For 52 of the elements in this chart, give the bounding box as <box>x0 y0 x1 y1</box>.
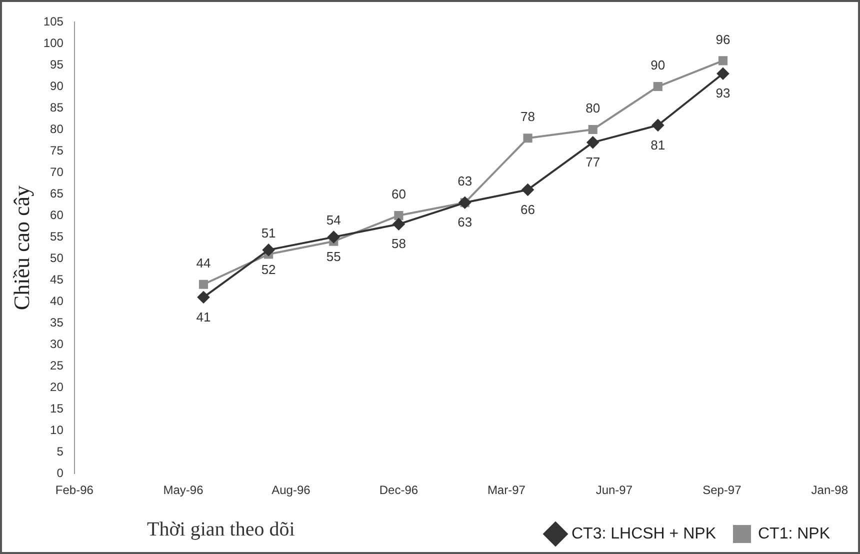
data-label: 77 <box>586 154 600 170</box>
y-tick-label: 0 <box>56 466 64 480</box>
data-label: 54 <box>326 212 341 228</box>
y-axis-title: Chiều cao cây <box>8 185 34 310</box>
y-tick-label: 55 <box>50 229 64 244</box>
data-label: 66 <box>520 202 536 217</box>
data-label: 80 <box>586 100 600 116</box>
x-tick-label: Dec-96 <box>379 483 418 498</box>
y-tick-label: 25 <box>50 358 64 372</box>
data-label: 41 <box>196 309 211 324</box>
data-label: 51 <box>261 225 276 240</box>
x-tick-label: May-96 <box>163 483 204 498</box>
x-axis-title: Thời gian theo dõi <box>147 518 296 540</box>
y-tick-label: 70 <box>50 164 64 179</box>
y-tick-label: 50 <box>50 250 64 265</box>
y-tick-label: 85 <box>50 100 64 114</box>
y-tick-label: 60 <box>50 208 64 222</box>
data-label: 58 <box>391 236 406 252</box>
y-tick-label: 30 <box>50 336 64 351</box>
data-label: 96 <box>716 32 730 47</box>
data-label: 63 <box>458 174 472 189</box>
data-label: 90 <box>650 58 666 73</box>
x-tick-label: Jun-97 <box>596 483 633 498</box>
y-tick-label: 75 <box>50 143 64 158</box>
y-tick-label: 15 <box>50 401 64 416</box>
y-tick-label: 40 <box>50 294 64 308</box>
data-label: 93 <box>716 86 730 101</box>
x-tick-label: Jan-98 <box>811 483 848 498</box>
legend-label: CT1: NPK <box>758 525 830 542</box>
data-label: 55 <box>326 249 341 264</box>
data-label: 81 <box>650 137 666 152</box>
y-tick-label: 35 <box>50 315 64 330</box>
legend-label: CT3: LHCSH + NPK <box>572 525 716 542</box>
y-tick-label: 65 <box>50 186 64 200</box>
y-tick-label: 90 <box>50 78 64 93</box>
y-tick-label: 20 <box>50 380 64 394</box>
x-tick-label: Feb-96 <box>55 483 94 498</box>
x-tick-label: Aug-96 <box>272 483 311 498</box>
data-label: 78 <box>520 109 536 124</box>
y-tick-label: 45 <box>50 272 64 286</box>
y-tick-label: 105 <box>43 14 64 28</box>
y-tick-label: 10 <box>50 422 64 437</box>
x-tick-label: Mar-97 <box>487 483 526 498</box>
x-tick-label: Sep-97 <box>702 483 742 498</box>
data-label: 52 <box>261 262 276 278</box>
data-label: 44 <box>196 255 211 270</box>
y-tick-label: 95 <box>50 57 64 72</box>
y-tick-label: 80 <box>50 122 64 136</box>
data-label: 60 <box>391 186 406 202</box>
data-label: 63 <box>458 214 472 230</box>
y-tick-label: 5 <box>56 444 64 458</box>
y-tick-label: 100 <box>43 36 64 50</box>
